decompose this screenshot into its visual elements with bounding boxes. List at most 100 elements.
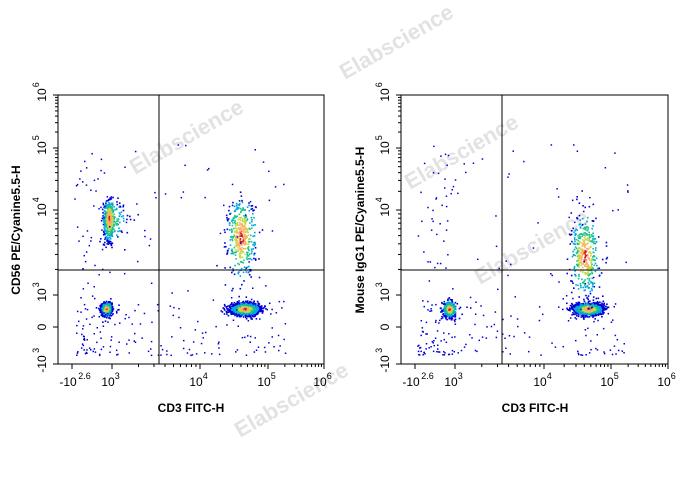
event-dot xyxy=(190,355,192,357)
event-dot xyxy=(244,311,246,313)
event-dot xyxy=(237,311,239,313)
event-dot xyxy=(91,317,93,319)
event-dot xyxy=(227,229,229,231)
event-dot xyxy=(246,301,248,303)
event-dot xyxy=(243,239,245,241)
event-dot xyxy=(235,258,237,260)
event-dot xyxy=(107,219,109,221)
event-dot xyxy=(236,203,238,205)
event-dot xyxy=(103,234,105,236)
event-dot xyxy=(80,311,82,313)
event-dot xyxy=(255,258,257,260)
event-dot xyxy=(245,315,247,317)
event-dot xyxy=(451,307,453,309)
event-dot xyxy=(223,205,225,207)
event-dot xyxy=(238,300,240,302)
event-dot xyxy=(102,218,104,220)
event-dot xyxy=(451,315,453,317)
event-dot xyxy=(239,233,241,235)
event-dot xyxy=(86,167,88,169)
event-dot xyxy=(144,230,146,232)
event-dot xyxy=(257,306,259,308)
event-dot xyxy=(113,214,115,216)
event-dot xyxy=(104,310,106,312)
y-tick-group: 103 xyxy=(31,282,49,301)
event-dot xyxy=(97,327,99,329)
event-dot xyxy=(256,318,258,320)
event-dot xyxy=(244,266,246,268)
event-dot xyxy=(241,247,243,249)
event-dot xyxy=(239,254,241,256)
event-dot xyxy=(246,252,248,254)
event-dot xyxy=(234,247,236,249)
event-dot xyxy=(237,222,239,224)
event-dot xyxy=(126,219,128,221)
event-dot xyxy=(216,265,218,267)
event-dot xyxy=(110,298,112,300)
event-dot xyxy=(238,305,240,307)
event-dot xyxy=(450,299,452,301)
event-dot xyxy=(108,317,110,319)
event-dot xyxy=(244,244,246,246)
event-dot xyxy=(252,288,254,290)
event-dot xyxy=(265,285,267,287)
event-dot xyxy=(450,304,452,306)
event-dot xyxy=(187,290,189,292)
event-dot xyxy=(108,209,110,211)
event-dot xyxy=(86,353,88,355)
event-dot xyxy=(238,238,240,240)
event-dot xyxy=(76,325,78,327)
event-dot xyxy=(103,220,105,222)
event-dot xyxy=(119,322,121,324)
event-dot xyxy=(259,318,261,320)
event-dot xyxy=(113,210,115,212)
event-dot xyxy=(243,272,245,274)
event-dot xyxy=(78,240,80,242)
event-dot xyxy=(231,307,233,309)
event-dot xyxy=(102,306,104,308)
x-tick-exponent: 4 xyxy=(203,371,208,381)
event-dot xyxy=(107,210,109,212)
event-dot xyxy=(250,302,252,304)
event-dot xyxy=(115,223,117,225)
event-dot xyxy=(236,241,238,243)
event-dot xyxy=(108,221,110,223)
event-dot xyxy=(242,262,244,264)
event-dot xyxy=(90,190,92,192)
event-dot xyxy=(252,303,254,305)
event-dot xyxy=(470,307,472,309)
event-dot xyxy=(256,308,258,310)
event-dot xyxy=(239,303,241,305)
event-dot xyxy=(108,303,110,305)
event-dot xyxy=(235,254,237,256)
event-dot xyxy=(125,314,127,316)
event-dot xyxy=(251,227,253,229)
event-dot xyxy=(128,339,130,341)
event-dot xyxy=(445,313,447,315)
event-dot xyxy=(106,237,108,239)
event-dot xyxy=(160,345,162,347)
event-dot xyxy=(593,299,595,301)
event-dot xyxy=(120,206,122,208)
event-dot xyxy=(245,223,247,225)
event-dot xyxy=(184,165,186,167)
event-dot xyxy=(119,230,121,232)
event-dot xyxy=(234,234,236,236)
event-dot xyxy=(278,350,280,352)
event-dot xyxy=(251,253,253,255)
event-dot xyxy=(151,355,153,357)
event-dot xyxy=(108,223,110,225)
event-dot xyxy=(189,349,191,351)
event-dot xyxy=(250,201,252,203)
event-dot xyxy=(151,283,153,285)
event-dot xyxy=(253,209,255,211)
event-dot xyxy=(104,239,106,241)
event-dot xyxy=(100,238,102,240)
event-dot xyxy=(94,265,96,267)
event-dot xyxy=(233,320,235,322)
event-dot xyxy=(98,208,100,210)
event-dot xyxy=(123,220,125,222)
event-dot xyxy=(106,240,108,242)
event-dot xyxy=(255,206,257,208)
